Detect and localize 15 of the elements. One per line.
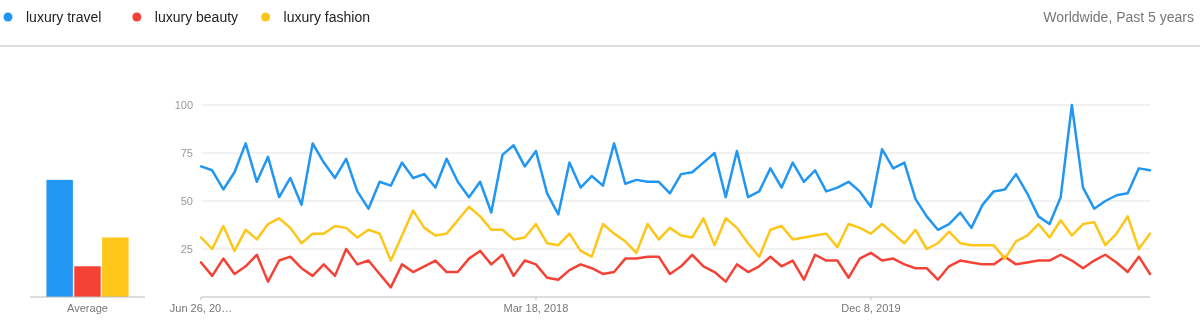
x-tick-label: Average	[67, 302, 108, 314]
legend-label: luxury beauty	[154, 9, 239, 25]
x-tick-label: Jun 26, 20…	[169, 302, 233, 314]
y-tick-label: 50	[180, 195, 193, 207]
x-tick-label: Dec 8, 2019	[841, 302, 901, 314]
legend-label: luxury travel	[26, 9, 102, 25]
line-series	[199, 247, 1152, 289]
y-tick-label: 25	[180, 243, 193, 255]
legend-label: luxury fashion	[283, 9, 370, 25]
y-tick-label: 75	[180, 147, 193, 159]
line-series	[199, 103, 1152, 232]
line-series	[199, 205, 1152, 262]
x-tick-label: Mar 18, 2018	[503, 302, 569, 314]
chart-subtitle: Worldwide, Past 5 years	[1043, 9, 1194, 25]
y-tick-label: 100	[174, 99, 193, 111]
